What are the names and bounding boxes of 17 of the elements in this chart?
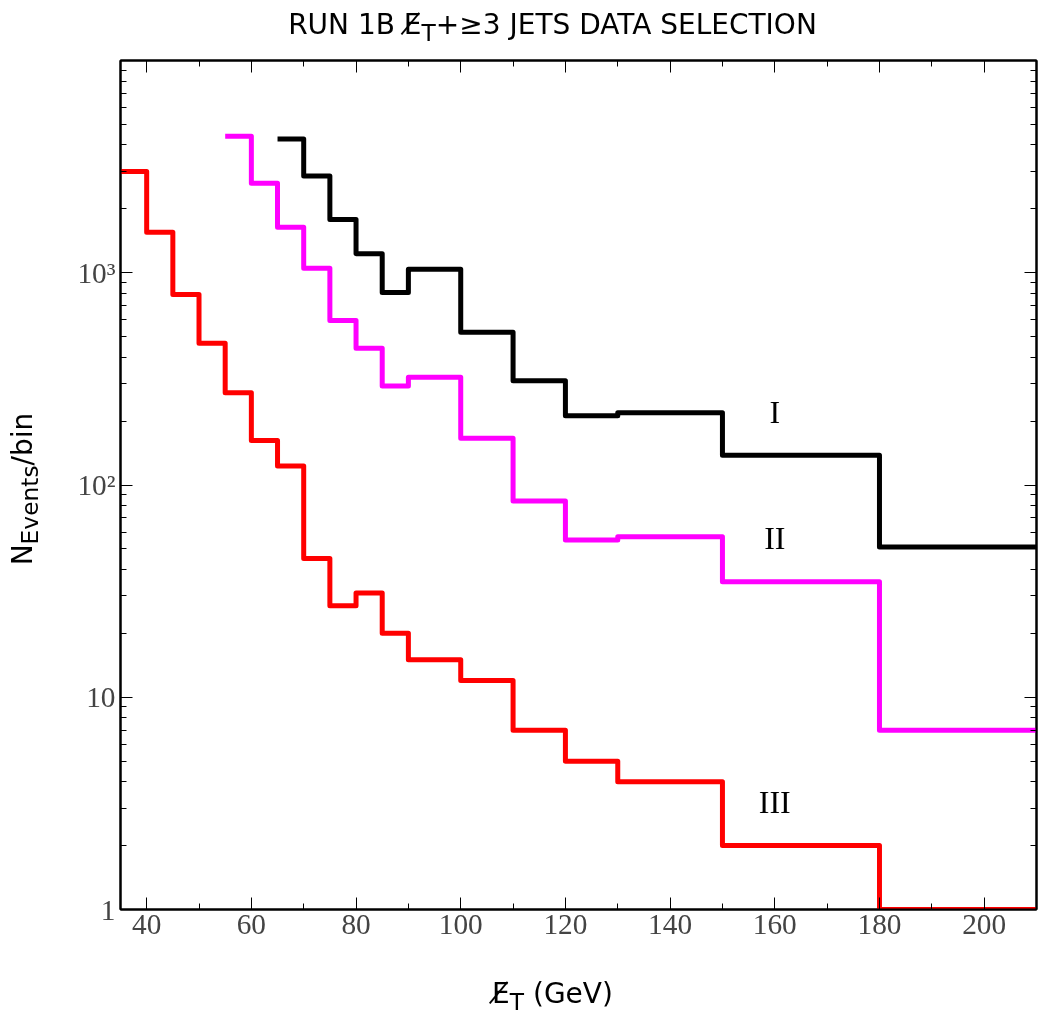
series-label: III	[758, 784, 791, 821]
x-tick-label: 200	[962, 907, 1007, 940]
y-tick-label: 1	[100, 893, 116, 926]
x-tick-label: 180	[857, 907, 902, 940]
x-tick-label: 100	[438, 907, 483, 940]
series-label: II	[764, 520, 786, 557]
y-tick-label: 10	[86, 681, 116, 714]
x-tick-label: 160	[752, 907, 797, 940]
x-tick-label: 120	[543, 907, 588, 940]
x-tick-label: 140	[648, 907, 693, 940]
x-tick-label: 80	[341, 907, 371, 940]
y-tick-label: 10³	[77, 256, 116, 289]
y-tick-label: 10²	[77, 469, 116, 501]
chart-title: RUN 1B E̸$_{T}$+≥3 JETS DATA SELECTION	[288, 7, 817, 49]
x-tick-label: 40	[132, 907, 162, 940]
series-label: I	[769, 393, 781, 430]
x-tick-label: 60	[236, 907, 267, 940]
